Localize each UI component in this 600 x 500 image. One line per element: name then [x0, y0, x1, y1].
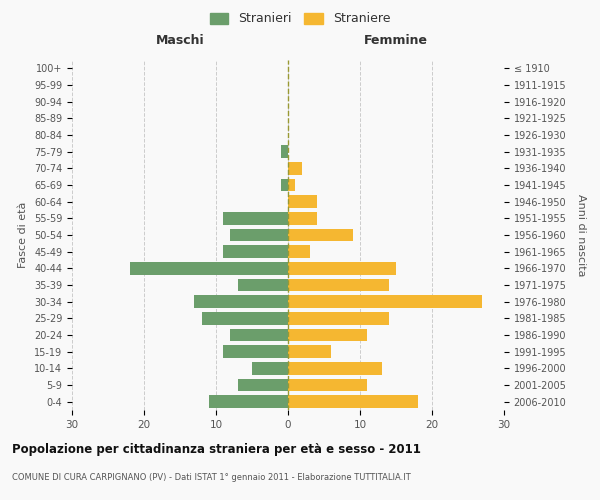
Bar [223, 212, 288, 224]
Bar [288, 329, 367, 341]
Bar [288, 179, 295, 192]
Bar [288, 229, 353, 241]
Bar [288, 262, 396, 274]
Bar [281, 146, 288, 158]
Bar [130, 262, 288, 274]
Bar [288, 296, 482, 308]
Bar [223, 346, 288, 358]
Bar [288, 379, 367, 391]
Bar [281, 179, 288, 192]
Bar [288, 196, 317, 208]
Bar [288, 246, 310, 258]
Bar [230, 329, 288, 341]
Bar [238, 279, 288, 291]
Bar [194, 296, 288, 308]
Bar [288, 279, 389, 291]
Y-axis label: Fasce di età: Fasce di età [19, 202, 28, 268]
Bar [288, 362, 382, 374]
Bar [288, 346, 331, 358]
Bar [252, 362, 288, 374]
Bar [288, 212, 317, 224]
Bar [223, 246, 288, 258]
Bar [288, 396, 418, 408]
Text: Popolazione per cittadinanza straniera per età e sesso - 2011: Popolazione per cittadinanza straniera p… [12, 442, 421, 456]
Bar [288, 162, 302, 174]
Bar [202, 312, 288, 324]
Legend: Stranieri, Straniere: Stranieri, Straniere [206, 8, 394, 29]
Bar [238, 379, 288, 391]
Text: Maschi: Maschi [155, 34, 205, 46]
Y-axis label: Anni di nascita: Anni di nascita [576, 194, 586, 276]
Text: Femmine: Femmine [364, 34, 428, 46]
Bar [230, 229, 288, 241]
Text: COMUNE DI CURA CARPIGNANO (PV) - Dati ISTAT 1° gennaio 2011 - Elaborazione TUTTI: COMUNE DI CURA CARPIGNANO (PV) - Dati IS… [12, 472, 411, 482]
Bar [209, 396, 288, 408]
Bar [288, 312, 389, 324]
